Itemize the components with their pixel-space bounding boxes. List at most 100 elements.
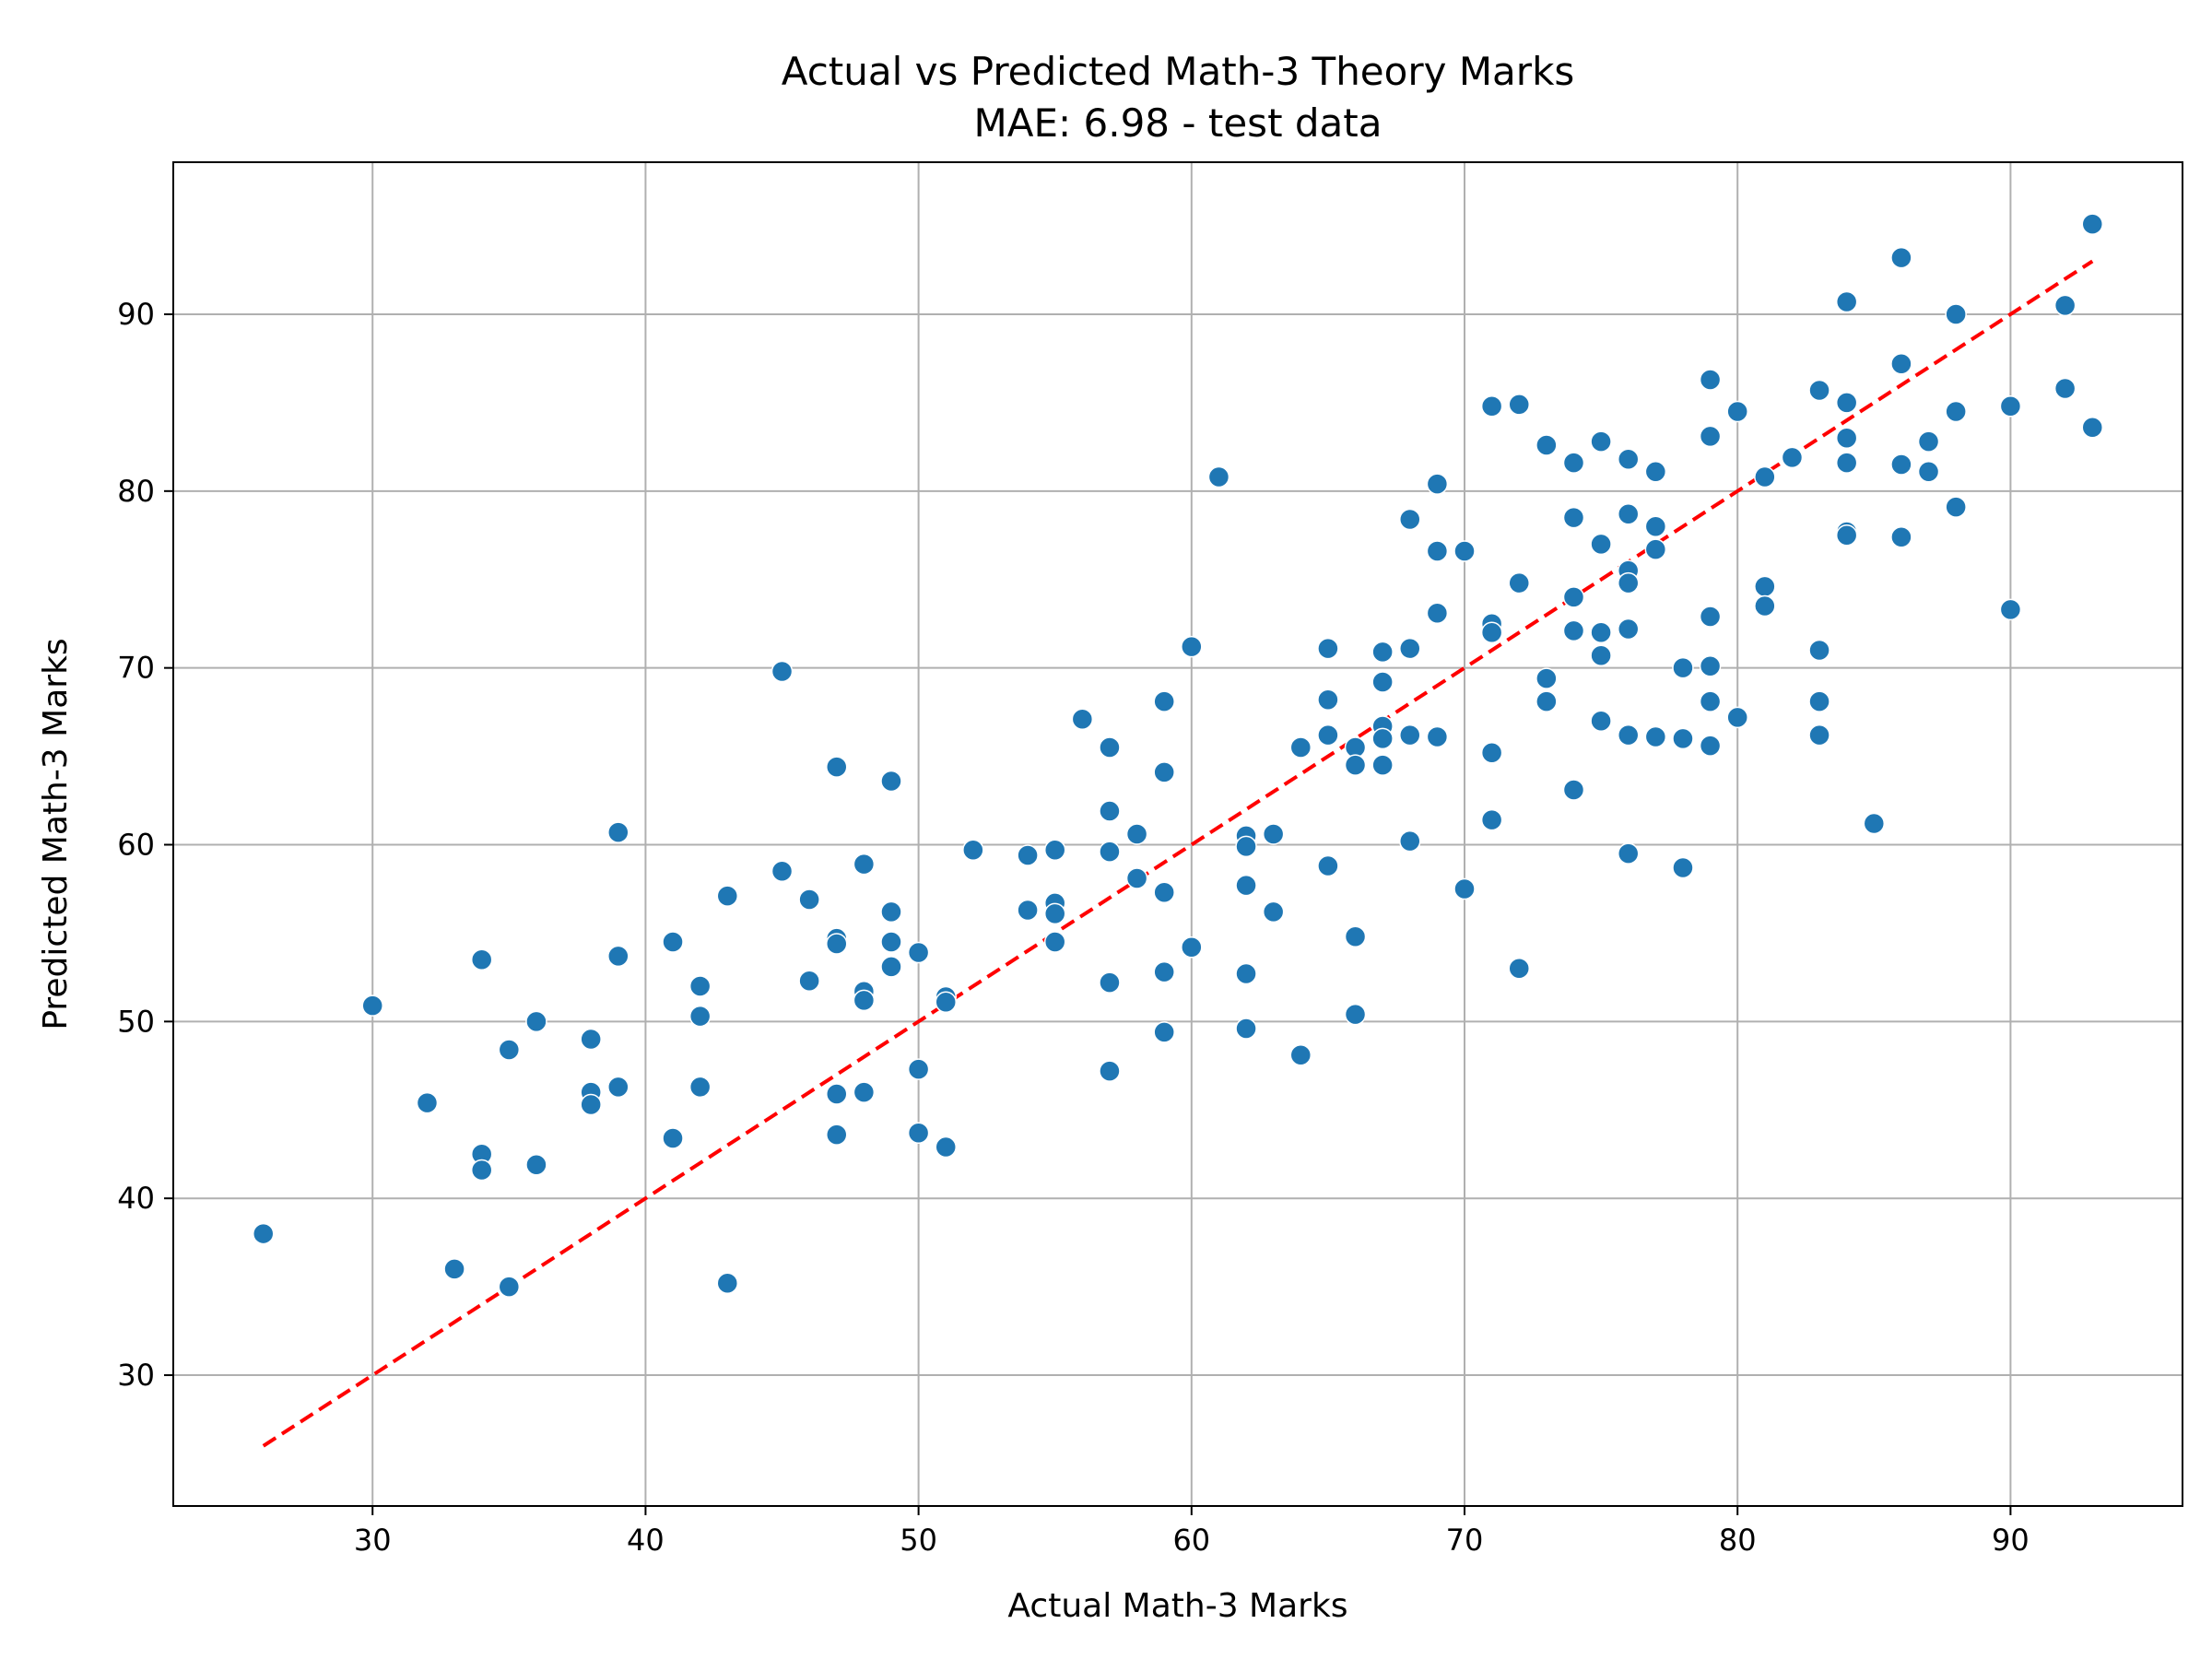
- data-point: [2081, 213, 2104, 235]
- data-point: [1863, 812, 1886, 835]
- data-point: [498, 1276, 521, 1298]
- data-point: [1890, 352, 1912, 375]
- data-point: [1945, 496, 1967, 518]
- data-point: [1754, 594, 1776, 618]
- data-point: [1289, 736, 1312, 759]
- data-point: [1399, 637, 1421, 660]
- data-point: [1453, 540, 1476, 562]
- data-point: [2081, 417, 2104, 439]
- y-tick-label: 50: [117, 1004, 155, 1039]
- data-point: [607, 1076, 629, 1099]
- data-point: [1808, 639, 1830, 662]
- data-point: [1726, 400, 1748, 423]
- data-point: [1808, 690, 1830, 712]
- data-point: [1617, 448, 1640, 471]
- data-point: [1426, 725, 1449, 748]
- data-point: [1617, 571, 1640, 594]
- data-point: [1535, 667, 1558, 689]
- data-point: [1945, 400, 1967, 423]
- y-tick-label: 70: [117, 651, 155, 686]
- data-point: [1699, 690, 1722, 712]
- data-point: [1672, 856, 1694, 879]
- data-point: [1754, 575, 1776, 598]
- data-point: [1590, 710, 1612, 732]
- data-point: [688, 1076, 712, 1099]
- data-point: [1835, 392, 1858, 414]
- data-point: [1699, 655, 1722, 677]
- data-point: [1890, 246, 1912, 269]
- x-tick-label: 70: [1446, 1523, 1484, 1558]
- data-point: [1590, 644, 1612, 666]
- data-point: [1317, 637, 1339, 660]
- data-point: [907, 1122, 930, 1144]
- data-point: [1699, 606, 1722, 628]
- data-point: [1562, 779, 1585, 801]
- data-point: [880, 931, 902, 953]
- data-point: [607, 821, 629, 843]
- data-point: [2053, 377, 2077, 400]
- data-point: [1099, 841, 1121, 863]
- data-point: [1562, 506, 1585, 529]
- data-point: [1017, 899, 1039, 922]
- data-point: [1371, 727, 1394, 750]
- data-point: [525, 1010, 547, 1033]
- data-point: [1535, 690, 1558, 712]
- data-point: [1562, 619, 1585, 642]
- data-point: [1399, 830, 1421, 853]
- axis-ticks: 30 40 50 60 70 80 90 30 40 50 60 70 80 90: [117, 297, 2029, 1558]
- data-point: [935, 991, 957, 1013]
- data-point: [880, 770, 902, 793]
- data-point: [1289, 1044, 1312, 1066]
- data-point: [470, 948, 493, 971]
- data-point: [1344, 754, 1367, 776]
- data-point: [1917, 430, 1940, 453]
- data-point: [2053, 294, 2077, 317]
- data-point: [1181, 936, 1203, 959]
- data-point: [1153, 690, 1175, 712]
- data-point: [1099, 971, 1121, 994]
- data-point: [1480, 621, 1503, 644]
- data-point: [1508, 958, 1530, 980]
- data-point: [1235, 1018, 1257, 1040]
- data-point: [1317, 724, 1339, 747]
- data-point: [1099, 1060, 1121, 1082]
- data-point: [826, 1083, 848, 1105]
- data-point: [662, 931, 684, 953]
- data-point: [1508, 394, 1530, 416]
- data-point: [1781, 446, 1804, 469]
- data-point: [798, 970, 820, 992]
- data-point: [1480, 808, 1503, 831]
- data-point: [935, 1135, 957, 1159]
- data-point: [1835, 452, 1858, 474]
- data-point: [880, 956, 902, 978]
- data-point: [1262, 823, 1285, 845]
- x-tick-label: 40: [627, 1523, 665, 1558]
- data-point: [1808, 379, 1830, 402]
- y-tick-label: 40: [117, 1181, 155, 1216]
- data-point: [962, 839, 984, 862]
- data-point: [1153, 761, 1175, 783]
- data-point: [1181, 635, 1203, 658]
- data-point: [1590, 430, 1612, 453]
- y-tick-label: 30: [117, 1358, 155, 1393]
- data-point: [1617, 842, 1640, 865]
- data-point: [826, 1124, 848, 1146]
- data-point: [525, 1153, 547, 1176]
- data-point: [1917, 460, 1940, 483]
- data-point: [470, 1159, 493, 1182]
- data-point: [1426, 540, 1449, 562]
- data-point: [1399, 508, 1421, 531]
- data-point: [443, 1258, 465, 1280]
- data-point: [1043, 931, 1066, 953]
- data-point: [1562, 586, 1585, 608]
- data-point: [580, 1093, 602, 1116]
- data-point: [1699, 369, 1722, 391]
- x-axis-label: Actual Math-3 Marks: [1007, 1587, 1347, 1625]
- data-point: [1890, 525, 1912, 548]
- data-point: [716, 885, 739, 907]
- data-point: [1371, 641, 1394, 664]
- data-point: [1999, 598, 2022, 621]
- data-point: [1617, 618, 1640, 641]
- data-point: [1644, 460, 1667, 483]
